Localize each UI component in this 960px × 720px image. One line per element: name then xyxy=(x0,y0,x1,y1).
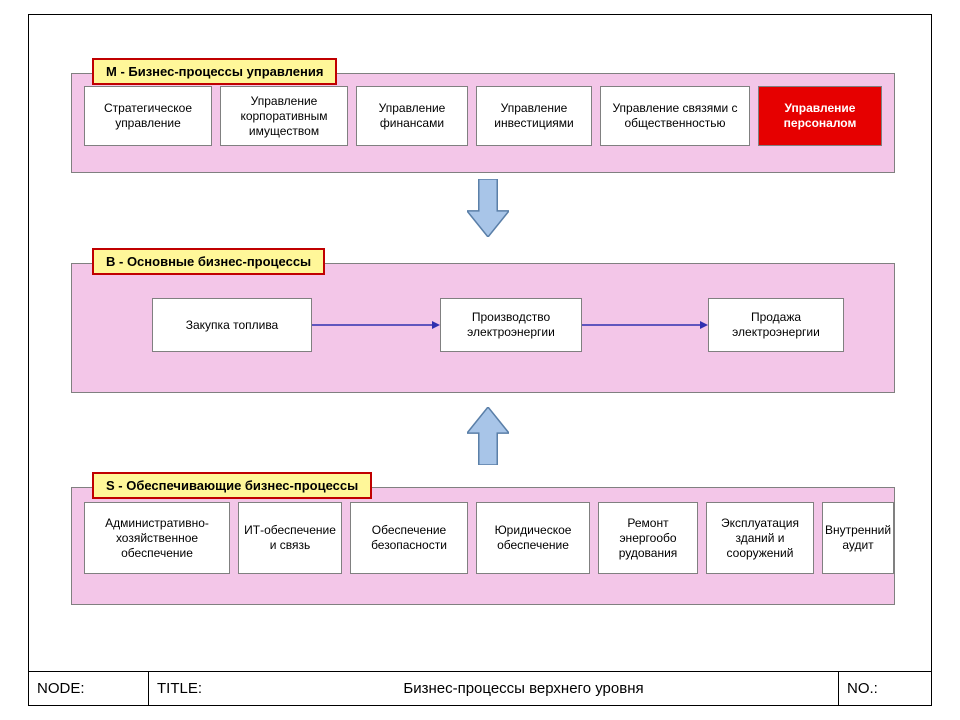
arrow-up-icon xyxy=(467,407,509,465)
process-box: ИТ-обеспечение и связь xyxy=(238,502,342,574)
section-s: S - Обеспечивающие бизнес-процессыАдмини… xyxy=(71,487,895,605)
section-label-b: B - Основные бизнес-процессы xyxy=(92,248,325,275)
process-box: Обеспечение безопасности xyxy=(350,502,468,574)
section-m: M - Бизнес-процессы управленияСтратегиче… xyxy=(71,73,895,173)
process-box: Юридическое обеспечение xyxy=(476,502,590,574)
process-box: Управление инвестициями xyxy=(476,86,592,146)
process-box: Стратегическое управление xyxy=(84,86,212,146)
process-box: Управление корпоративным имуществом xyxy=(220,86,348,146)
process-box: Продажа электроэнергии xyxy=(708,298,844,352)
diagram-area: M - Бизнес-процессы управленияСтратегиче… xyxy=(29,15,931,671)
section-b: B - Основные бизнес-процессыЗакупка топл… xyxy=(71,263,895,393)
footer-bar: NODE: TITLE: Бизнес-процессы верхнего ур… xyxy=(29,671,931,705)
process-box: Производство электроэнергии xyxy=(440,298,582,352)
section-label-s: S - Обеспечивающие бизнес-процессы xyxy=(92,472,372,499)
process-box: Закупка топлива xyxy=(152,298,312,352)
flow-arrow xyxy=(312,319,440,331)
section-label-m: M - Бизнес-процессы управления xyxy=(92,58,337,85)
arrow-down-icon xyxy=(467,179,509,237)
footer-title-label: TITLE: xyxy=(149,672,209,705)
process-box: Внутренний аудит xyxy=(822,502,894,574)
process-box: Управление финансами xyxy=(356,86,468,146)
process-box: Управление связями с общественностью xyxy=(600,86,750,146)
footer-node-label: NODE: xyxy=(29,672,149,705)
flow-arrow xyxy=(582,319,708,331)
process-box: Административно-хозяйственное обеспечени… xyxy=(84,502,230,574)
diagram-frame: M - Бизнес-процессы управленияСтратегиче… xyxy=(28,14,932,706)
footer-title-value: Бизнес-процессы верхнего уровня xyxy=(209,672,839,705)
process-box: Эксплуатация зданий и сооружений xyxy=(706,502,814,574)
process-box: Управление персоналом xyxy=(758,86,882,146)
footer-no-label: NO.: xyxy=(839,672,931,705)
process-box: Ремонт энергообо рудования xyxy=(598,502,698,574)
